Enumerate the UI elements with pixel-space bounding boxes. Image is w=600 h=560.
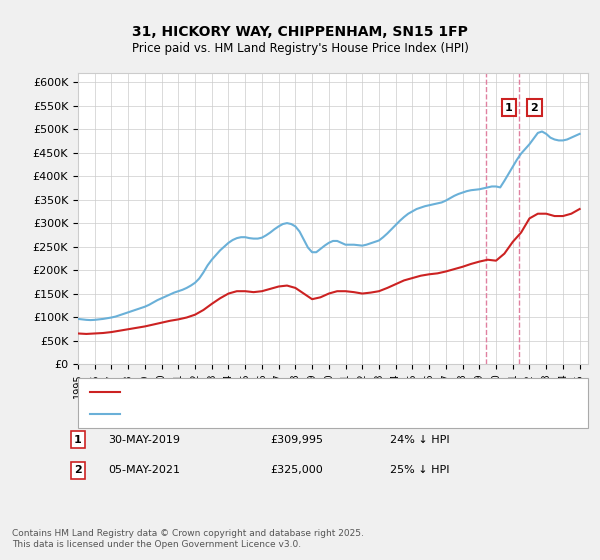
Text: 31, HICKORY WAY, CHIPPENHAM, SN15 1FP: 31, HICKORY WAY, CHIPPENHAM, SN15 1FP (132, 25, 468, 39)
Text: £309,995: £309,995 (270, 435, 323, 445)
Text: 2: 2 (530, 102, 538, 113)
Text: 2: 2 (74, 465, 82, 475)
Text: 1: 1 (74, 435, 82, 445)
Text: Price paid vs. HM Land Registry's House Price Index (HPI): Price paid vs. HM Land Registry's House … (131, 42, 469, 55)
Text: 25% ↓ HPI: 25% ↓ HPI (390, 465, 449, 475)
Text: Contains HM Land Registry data © Crown copyright and database right 2025.
This d: Contains HM Land Registry data © Crown c… (12, 529, 364, 549)
Text: 30-MAY-2019: 30-MAY-2019 (108, 435, 180, 445)
Text: 24% ↓ HPI: 24% ↓ HPI (390, 435, 449, 445)
Text: 1: 1 (505, 102, 513, 113)
Text: £325,000: £325,000 (270, 465, 323, 475)
Text: HPI: Average price, detached house, Wiltshire: HPI: Average price, detached house, Wilt… (126, 409, 365, 419)
Text: 05-MAY-2021: 05-MAY-2021 (108, 465, 180, 475)
Text: 31, HICKORY WAY, CHIPPENHAM, SN15 1FP (detached house): 31, HICKORY WAY, CHIPPENHAM, SN15 1FP (d… (126, 387, 443, 397)
